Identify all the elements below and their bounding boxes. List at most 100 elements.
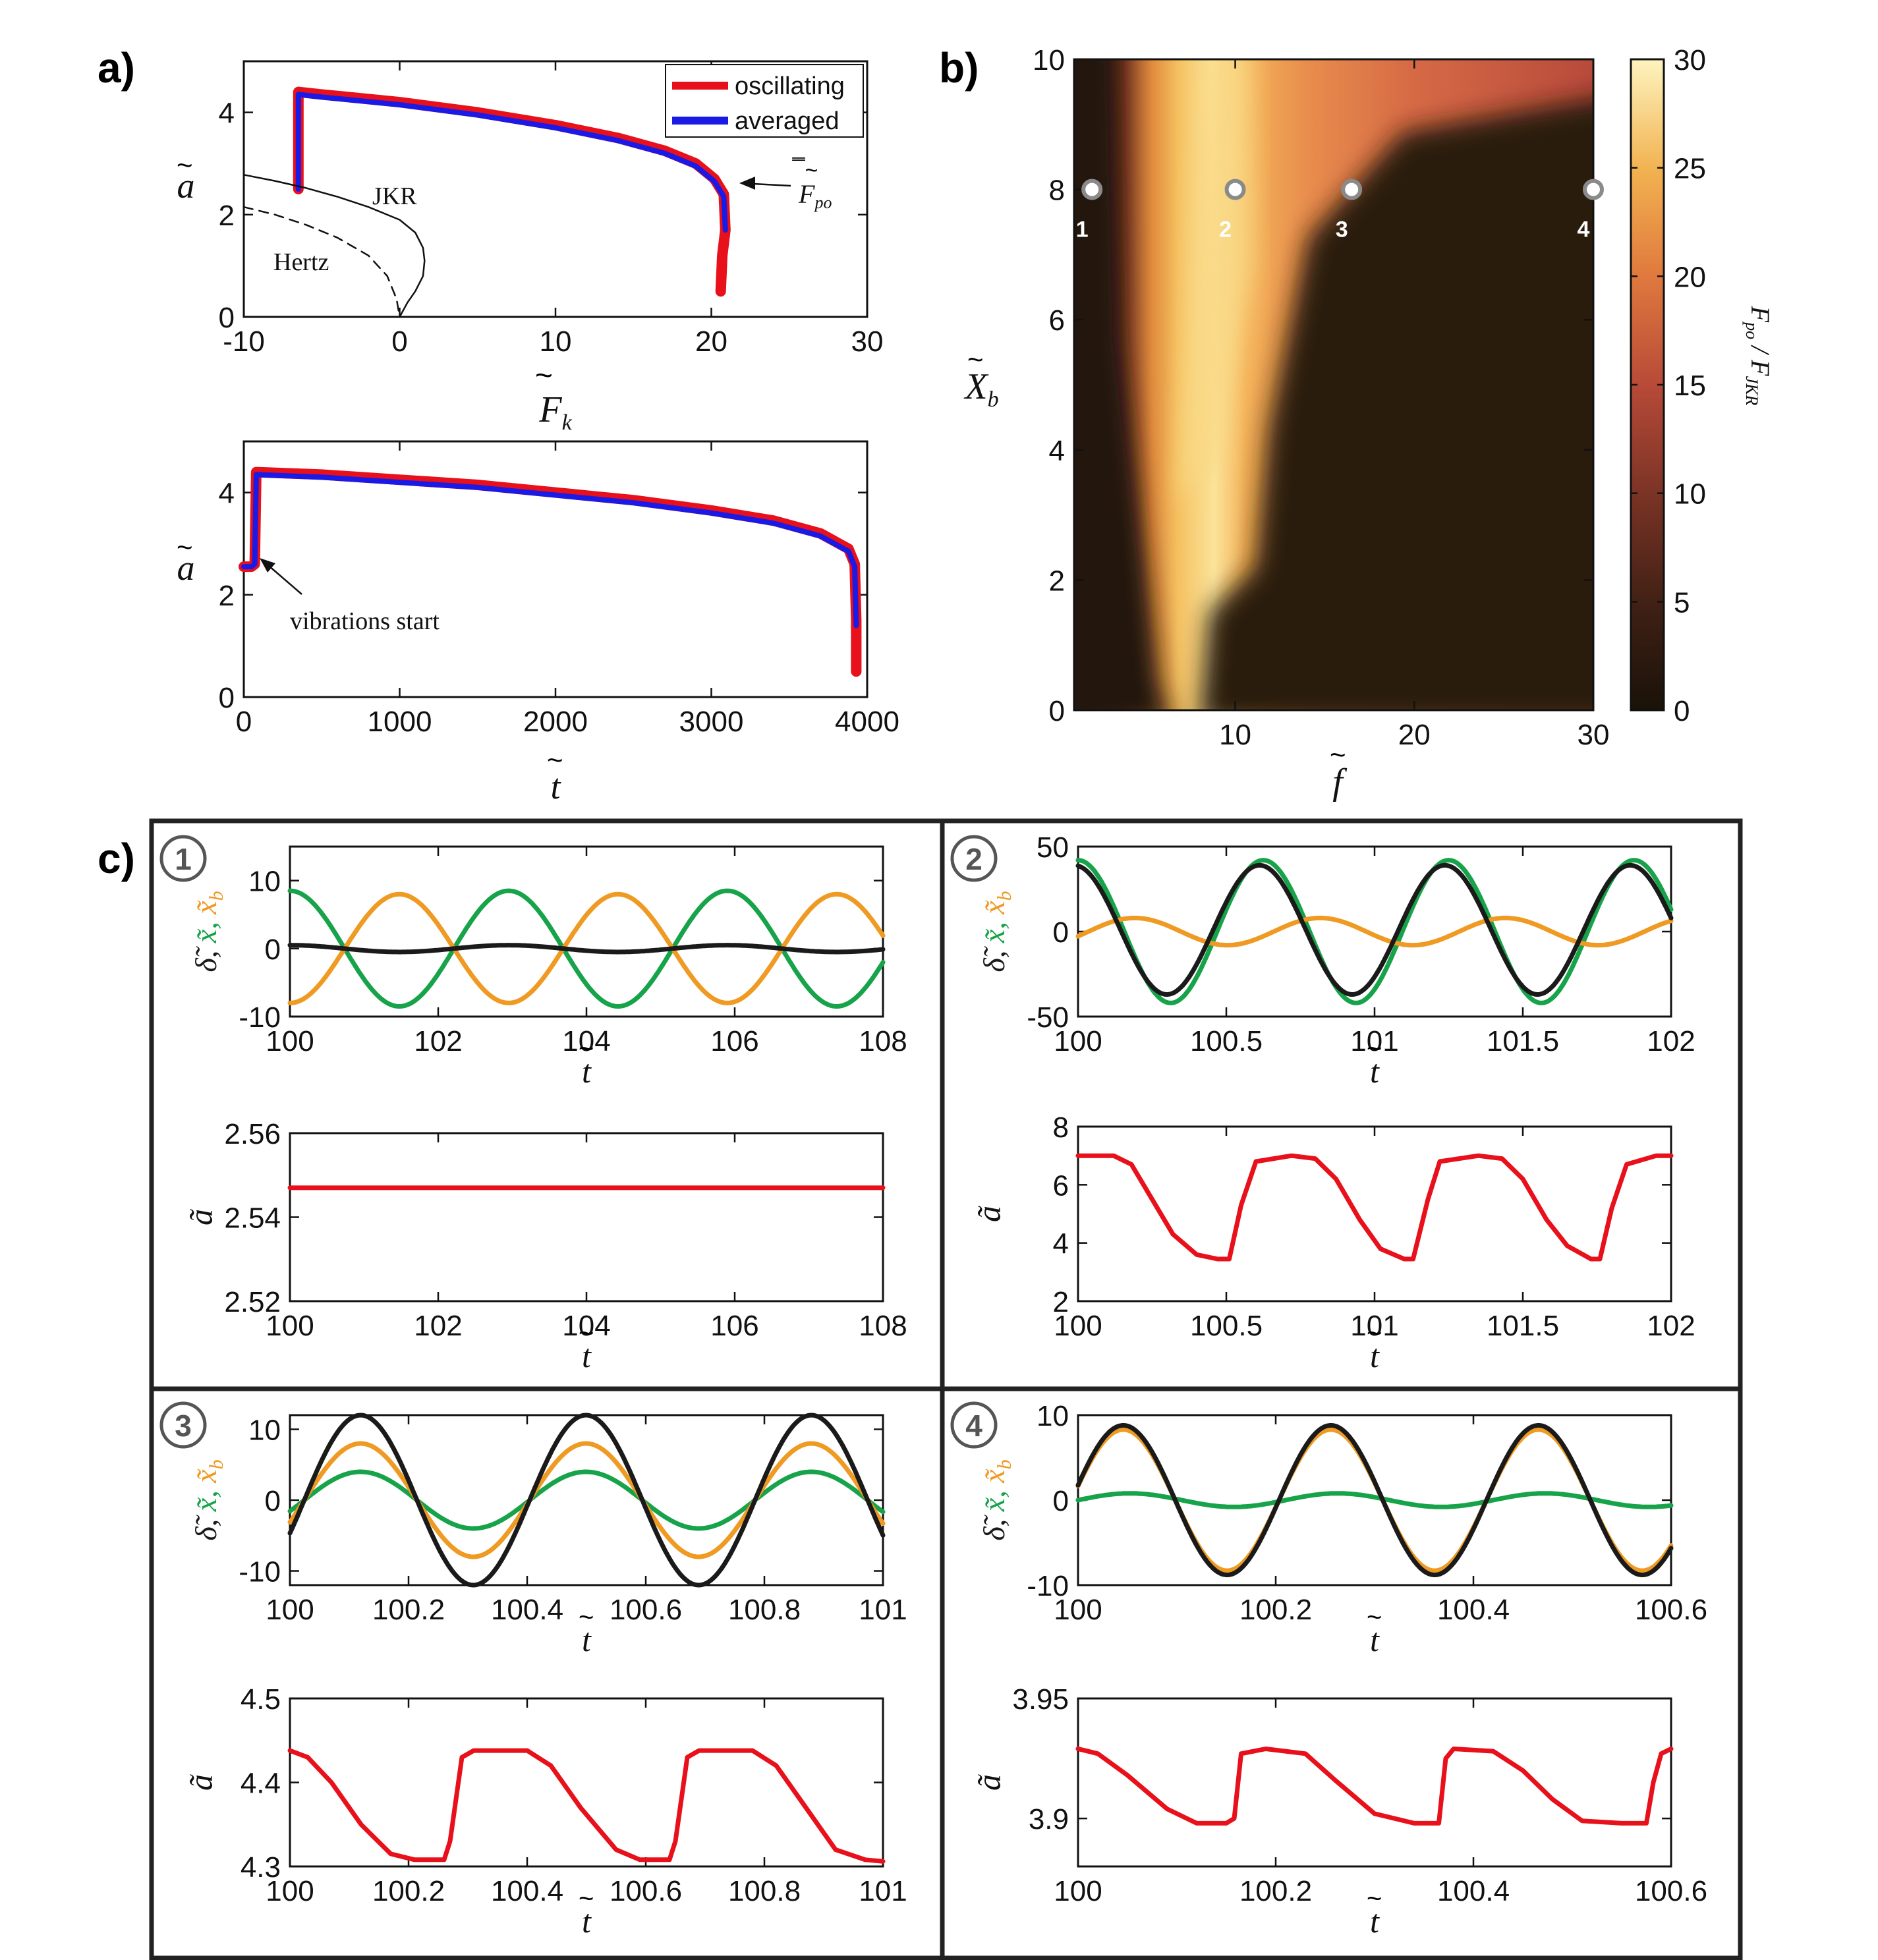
chart-c3-top: 100 100.2 100.4 100.6 100.8 101 -10 0 10: [239, 1413, 907, 1626]
y-axis-label-c4-top: δ̃, x̃, x̃b: [977, 1459, 1015, 1540]
x-tick-label: 20: [1398, 719, 1431, 751]
x-tick-label: 100: [266, 1025, 314, 1057]
y-axis-label-c1-top: δ̃, x̃, x̃b: [189, 891, 227, 972]
x-tick-label: 100.4: [1437, 1875, 1510, 1907]
x-tick-label: 101.5: [1487, 1310, 1559, 1342]
y-tick-label: 4: [219, 98, 235, 130]
panel-c-axis-labels: t~δ̃, x̃, x̃bt~ãt~δ̃, x̃, x̃bt~ãt~δ̃, x̃…: [183, 891, 1382, 1940]
vibrations-start-label: vibrations start: [290, 607, 440, 635]
y-tick-label: 4.3: [241, 1851, 281, 1884]
chart-c4-bottom: 100 100.2 100.4 100.6 3.9 3.95: [1012, 1683, 1707, 1907]
heatmap-bright-band: [1180, 59, 1255, 501]
y-tick-label: 4.4: [241, 1768, 281, 1800]
x-axis-tilde-c1-top: ~: [579, 1034, 594, 1063]
panel-c-frames: [149, 818, 1743, 1960]
fpo-arrow: [739, 177, 791, 190]
marker-group: 1 2 3 4: [1076, 179, 1604, 242]
x-tick-label: 106: [710, 1025, 758, 1057]
circle-number-1: 1: [159, 835, 207, 882]
y-tick-label: 2.56: [224, 1118, 281, 1150]
chart-a-bottom: 0 1000 2000 3000 4000 0 2 4 t ~ a ~ vibrations …: [177, 440, 899, 806]
marker-point-3: [1341, 179, 1363, 200]
x-tick-label: 100: [266, 1310, 314, 1342]
x-tick-label: 104: [562, 1310, 610, 1342]
x-tick-label: 100: [266, 1594, 314, 1626]
chart-c3-bottom: 100 100.2 100.4 100.6 100.8 101 4.3 4.4 4.5: [241, 1683, 907, 1907]
legend-label-oscillating: oscillating: [735, 72, 845, 100]
y-tick-label: -10: [1027, 1570, 1069, 1602]
series-xb: [1075, 915, 1674, 948]
y-axis-label-c3-bottom: ã: [183, 1774, 219, 1791]
legend-box: [665, 64, 864, 138]
x-tick-label: 100.2: [1239, 1594, 1312, 1626]
x-tick-label: 102: [414, 1310, 462, 1342]
colorbar-tick-label: 30: [1674, 44, 1706, 76]
y-tick-label: 2.54: [224, 1202, 281, 1235]
x-tick-label: 101: [859, 1594, 907, 1626]
panel-label-c: c): [98, 835, 135, 882]
x-axis-tilde: ~: [547, 744, 563, 775]
heatmap-image: [1074, 59, 1593, 710]
heatmap-dark-left: [1074, 59, 1168, 710]
svg-text:2: 2: [965, 842, 982, 876]
marker-label-3: 3: [1336, 217, 1348, 242]
series-delta: [287, 1413, 886, 1588]
colorbar-tick-label: 15: [1674, 370, 1706, 402]
y-tick-label: 0: [1053, 1485, 1069, 1517]
x-tick-label: 102: [414, 1025, 462, 1057]
y-tick-label: 3.95: [1012, 1683, 1069, 1716]
x-tick-label: 100.6: [1635, 1875, 1707, 1907]
x-tick-label: 0: [236, 706, 252, 738]
series-a: [1075, 1747, 1674, 1826]
x-axis-tilde-c4-bottom: ~: [1367, 1884, 1382, 1913]
vibrations-arrow: [260, 558, 302, 595]
circle-number-2: 2: [950, 835, 998, 882]
legend-label-averaged: averaged: [735, 107, 839, 135]
x-axis-label-c1-top: t: [582, 1053, 592, 1090]
series-a: [1075, 1153, 1674, 1262]
y-tick-label: 8: [1049, 175, 1065, 207]
x-tick-label: 20: [695, 325, 727, 358]
x-axis-label-c4-bottom: t: [1370, 1903, 1380, 1940]
x-axis-label: Fk: [538, 389, 572, 435]
series-xb: [287, 891, 886, 1005]
y-tick-label: 4: [1049, 435, 1065, 467]
marker-point-4: [1583, 179, 1604, 200]
colorbar-tick-label: 10: [1674, 478, 1706, 511]
marker-point-1: [1081, 179, 1103, 200]
x-axis-tilde-c4-top: ~: [1367, 1603, 1382, 1632]
x-tick-label: 100.2: [1239, 1875, 1312, 1907]
y-axis-tilde: ~: [177, 150, 193, 181]
y-tick-label: 6: [1053, 1169, 1069, 1202]
y-tick-label: 0: [219, 682, 235, 714]
series-x: [1075, 858, 1674, 1005]
series-xb: [1075, 1427, 1674, 1573]
y-tick-label: 10: [1033, 44, 1065, 76]
y-tick-label: 2: [219, 580, 235, 612]
x-tick-label: 101: [859, 1875, 907, 1907]
x-tick-label: 104: [562, 1025, 610, 1057]
x-axis-label-c2-top: t: [1370, 1053, 1380, 1090]
series-averaged: [241, 472, 859, 629]
fpo-label: Fpo: [798, 179, 832, 212]
series-delta: [1075, 862, 1674, 997]
x-axis-tilde-c1-bottom: ~: [579, 1319, 594, 1348]
y-tick-label: -10: [239, 1556, 281, 1588]
y-tick-label: 4: [219, 478, 235, 510]
x-tick-label: 108: [859, 1310, 907, 1342]
y-axis-tilde: ~: [177, 532, 193, 563]
y-tick-label: 2: [1053, 1286, 1069, 1318]
x-tick-label: 101: [1350, 1310, 1398, 1342]
x-tick-label: 100: [1054, 1594, 1102, 1626]
y-axis-label-c2-top: δ̃, x̃, x̃b: [977, 891, 1015, 972]
x-axis-label-c4-top: t: [1370, 1621, 1380, 1658]
x-tick-label: 101: [1350, 1025, 1398, 1057]
x-tick-label: 100.2: [372, 1875, 445, 1907]
x-tick-label: 0: [391, 325, 407, 358]
series-group: [242, 86, 731, 318]
x-tick-label: 100.8: [728, 1594, 801, 1626]
colorbar-tick-label: 5: [1674, 586, 1690, 619]
series-hertz: [242, 206, 401, 318]
